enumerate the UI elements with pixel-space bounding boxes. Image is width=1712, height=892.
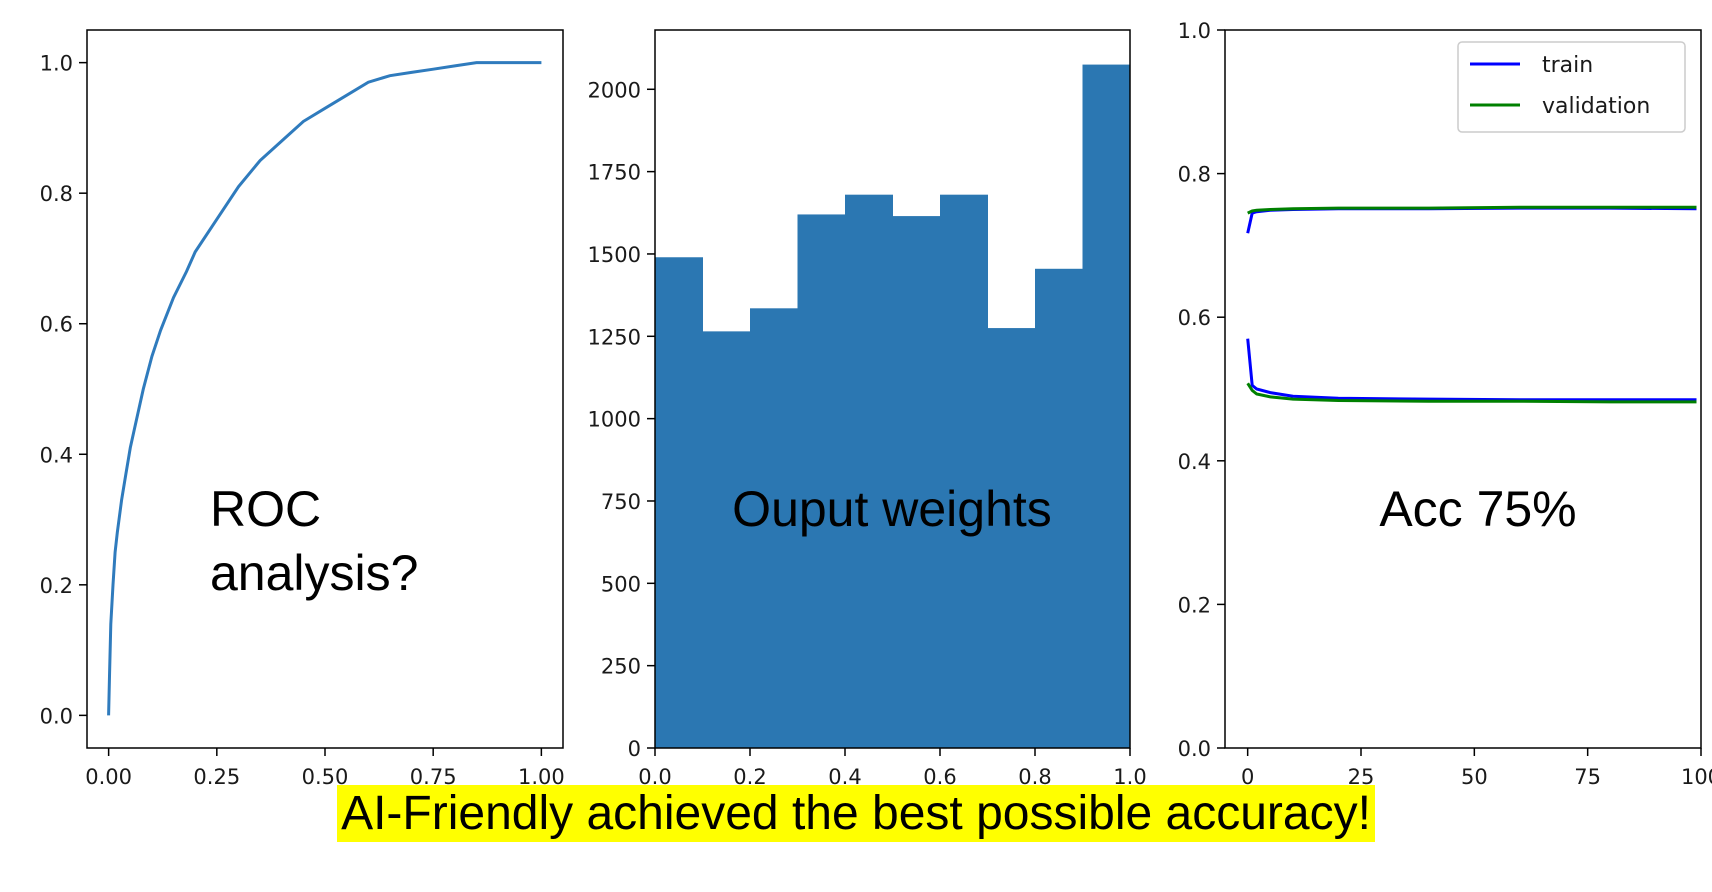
hist-ytick-label: 500: [601, 572, 641, 596]
acc-xtick-label: 100: [1681, 765, 1712, 789]
roc-curve: [107, 61, 542, 716]
roc-chart: 0.00 0.25 0.50 0.75 1.000.00.20.40.60.81.0 R…: [40, 29, 565, 789]
roc-ytick-label: 0.6: [40, 313, 73, 337]
caption-text: AI-Friendly achieved the best possible a…: [337, 785, 1375, 842]
acc-xtick-label: 75: [1574, 765, 1601, 789]
hist-ticks: 0.0 0.2 0.4 0.6 0.8 1.00250500750100012501500…: [588, 78, 1147, 789]
histogram-bar: [1082, 64, 1131, 748]
histogram-bar: [655, 257, 703, 748]
roc-xtick-label: 0.25: [193, 765, 240, 789]
hist-ytick-label: 0: [628, 737, 641, 761]
acc-ytick-label: 0.6: [1178, 306, 1211, 330]
acc-ytick-label: 1.0: [1178, 19, 1211, 43]
validation-accuracy-line: [1247, 205, 1697, 215]
caption: AI-Friendly achieved the best possible a…: [0, 785, 1712, 842]
histogram-bar: [892, 216, 941, 748]
histogram-bar: [940, 194, 988, 748]
train-accuracy-line: [1246, 206, 1697, 234]
histogram-bar: [750, 308, 798, 748]
roc-ticks: 0.00 0.25 0.50 0.75 1.000.00.20.40.60.81.0: [40, 52, 565, 789]
acc-xtick-label: 50: [1461, 765, 1488, 789]
hist-axes-frame: [654, 29, 1131, 749]
hist-ytick-label: 750: [601, 490, 641, 514]
legend-train-label: train: [1542, 53, 1593, 78]
histogram-bar: [845, 194, 893, 748]
histogram-bar: [1035, 268, 1083, 748]
histogram-bar: [702, 331, 751, 748]
legend: train validation: [1457, 41, 1686, 133]
hist-ytick-label: 1000: [588, 408, 641, 432]
histogram-bars: [655, 64, 1131, 748]
roc-ytick-label: 1.0: [40, 52, 73, 76]
acc-lines: [1246, 205, 1697, 404]
legend-validation-label: validation: [1542, 94, 1650, 119]
roc-ytick-label: 0.0: [40, 704, 73, 728]
hist-ytick-label: 1750: [588, 161, 641, 185]
roc-ytick-label: 0.4: [40, 443, 73, 467]
acc-xtick-label: 0: [1241, 765, 1254, 789]
hist-ytick-label: 1250: [588, 325, 641, 349]
roc-overlay-line-1: ROC: [210, 481, 321, 537]
train-loss-line: [1246, 338, 1697, 402]
accuracy-chart: 02550751000.00.20.40.60.81.0 Acc 75% tra…: [1178, 19, 1712, 789]
hist-ytick-label: 1500: [588, 243, 641, 267]
roc-ytick-label: 0.2: [40, 574, 73, 598]
roc-ytick-label: 0.8: [40, 182, 73, 206]
hist-ytick-label: 250: [601, 655, 641, 679]
hist-ytick-label: 2000: [588, 78, 641, 102]
acc-axes-frame: [1224, 29, 1702, 749]
validation-loss-line: [1246, 382, 1697, 404]
acc-ytick-label: 0.8: [1178, 163, 1211, 187]
acc-overlay-label: Acc 75%: [1379, 481, 1576, 537]
histogram-bar: [987, 328, 1036, 748]
acc-ytick-label: 0.0: [1178, 737, 1211, 761]
acc-ticks: 02550751000.00.20.40.60.81.0: [1178, 19, 1712, 789]
weights-histogram: 0.0 0.2 0.4 0.6 0.8 1.00250500750100012501500…: [588, 29, 1147, 789]
roc-axes-frame: [86, 29, 564, 749]
hist-overlay-label: Ouput weights: [732, 481, 1052, 537]
acc-ytick-label: 0.2: [1178, 593, 1211, 617]
roc-overlay-line-2: analysis?: [210, 545, 418, 601]
roc-xtick-label: 0.00: [85, 765, 132, 789]
acc-ytick-label: 0.4: [1178, 450, 1211, 474]
histogram-bar: [797, 214, 846, 748]
